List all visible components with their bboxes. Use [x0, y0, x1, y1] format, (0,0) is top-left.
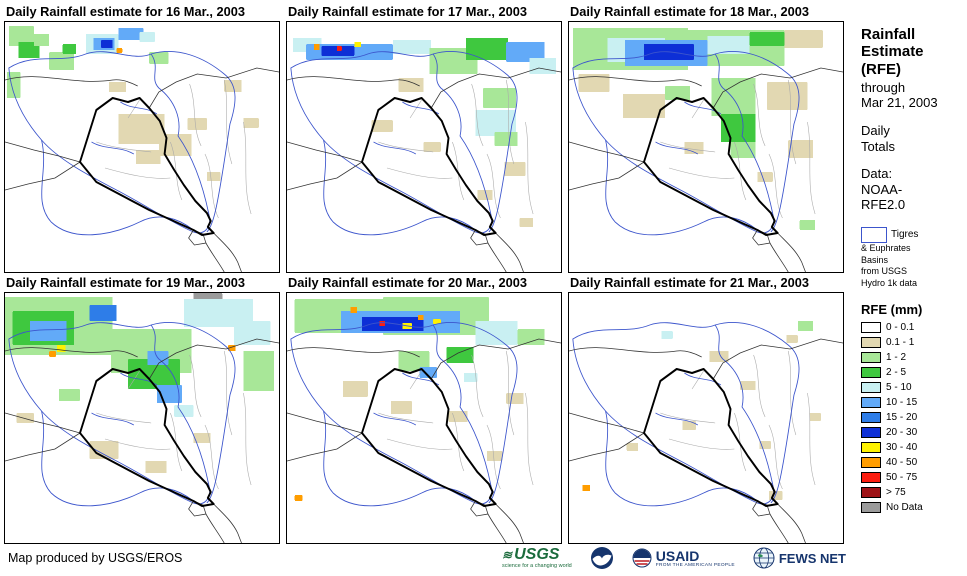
legend-label: 30 - 40	[886, 441, 918, 453]
map-panel-20-mar: Daily Rainfall estimate for 20 Mar., 200…	[286, 273, 566, 544]
map-title: Daily Rainfall estimate for 17 Mar., 200…	[288, 4, 527, 19]
sidebar: Rainfall Estimate (RFE) through Mar 21, …	[852, 0, 967, 576]
usaid-logo: USAID FROM THE AMERICAN PEOPLE	[632, 548, 735, 568]
footer: Map produced by USGS/EROS ≋ USGS science …	[0, 544, 852, 574]
noaa-logo	[590, 546, 614, 570]
map-title: Daily Rainfall estimate for 21 Mar., 200…	[570, 275, 809, 290]
legend-swatch	[861, 426, 881, 438]
map-title: Daily Rainfall estimate for 18 Mar., 200…	[570, 4, 809, 19]
map-title: Daily Rainfall estimate for 16 Mar., 200…	[6, 4, 245, 19]
globe-icon	[753, 547, 775, 569]
legend-item: 30 - 40	[861, 441, 963, 453]
basin-legend-label: Tigres	[891, 229, 919, 241]
usgs-logo: ≋ USGS science for a changing world	[502, 546, 572, 570]
map-title: Daily Rainfall estimate for 19 Mar., 200…	[6, 275, 245, 290]
map-panel-19-mar: Daily Rainfall estimate for 19 Mar., 200…	[4, 273, 284, 544]
legend-label: No Data	[886, 501, 923, 513]
usaid-tagline: FROM THE AMERICAN PEOPLE	[655, 562, 735, 568]
rainfall-map-16-mar	[4, 21, 280, 273]
legend-item: 20 - 30	[861, 426, 963, 438]
legend-item: 0.1 - 1	[861, 336, 963, 348]
rainfall-map-21-mar	[568, 292, 844, 544]
legend-item: 10 - 15	[861, 396, 963, 408]
legend-swatch	[861, 456, 881, 468]
usgs-tagline: science for a changing world	[502, 563, 572, 569]
rfe-legend-title: RFE (mm)	[861, 301, 923, 317]
legend-item: > 75	[861, 486, 963, 498]
legend-swatch	[861, 471, 881, 483]
sidebar-title: Rainfall Estimate (RFE)	[861, 26, 963, 78]
legend-label: 5 - 10	[886, 381, 912, 393]
rainfall-map-19-mar	[4, 292, 280, 544]
rfe-legend: 0 - 0.1 0.1 - 1 1 - 2 2 - 5 5 - 10 10 - 15 15 …	[861, 321, 963, 513]
legend-swatch	[861, 366, 881, 378]
legend-item: 1 - 2	[861, 351, 963, 363]
logos: ≋ USGS science for a changing world	[502, 546, 846, 570]
legend-label: 0.1 - 1	[886, 336, 915, 348]
sidebar-daily-totals: Daily Totals	[861, 122, 895, 154]
legend-swatch	[861, 441, 881, 453]
legend-swatch	[861, 351, 881, 363]
legend-label: 40 - 50	[886, 456, 918, 468]
legend-swatch	[861, 411, 881, 423]
legend-item: 50 - 75	[861, 471, 963, 483]
through-date: Mar 21, 2003	[861, 95, 938, 111]
legend-item: 15 - 20	[861, 411, 963, 423]
map-panel-18-mar: Daily Rainfall estimate for 18 Mar., 200…	[568, 2, 848, 273]
fewsnet-wordmark: FEWS NET	[778, 550, 846, 566]
legend-label: 0 - 0.1	[886, 321, 915, 333]
maps-area: Daily Rainfall estimate for 16 Mar., 200…	[0, 2, 852, 574]
legend-label: 1 - 2	[886, 351, 907, 363]
legend-label: 10 - 15	[886, 396, 918, 408]
sidebar-title-line: Estimate	[861, 43, 924, 61]
map-title: Daily Rainfall estimate for 20 Mar., 200…	[288, 275, 527, 290]
legend-swatch	[861, 396, 881, 408]
legend-swatch	[861, 321, 881, 333]
map-credit: Map produced by USGS/EROS	[8, 551, 183, 565]
legend-label: 20 - 30	[886, 426, 918, 438]
rainfall-map-17-mar	[286, 21, 562, 273]
legend-item: No Data	[861, 501, 963, 513]
legend-item: 5 - 10	[861, 381, 963, 393]
legend-item: 40 - 50	[861, 456, 963, 468]
usgs-wordmark: USGS	[514, 546, 560, 563]
usaid-shield-icon	[632, 548, 652, 568]
map-panel-21-mar: Daily Rainfall estimate for 21 Mar., 200…	[568, 273, 848, 544]
fewsnet-logo: FEWS NET	[753, 547, 846, 569]
legend-item: 0 - 0.1	[861, 321, 963, 333]
rainfall-map-18-mar	[568, 21, 844, 273]
usaid-wordmark: USAID	[655, 547, 700, 564]
rainfall-map-20-mar	[286, 292, 562, 544]
maps-grid: Daily Rainfall estimate for 16 Mar., 200…	[4, 2, 848, 544]
map-panel-17-mar: Daily Rainfall estimate for 17 Mar., 200…	[286, 2, 566, 273]
sidebar-title-line: Rainfall	[861, 26, 916, 43]
legend-swatch	[861, 486, 881, 498]
legend-label: 50 - 75	[886, 471, 918, 483]
legend-swatch	[861, 501, 881, 513]
sidebar-data-source: Data: NOAA- RFE2.0	[861, 166, 906, 213]
legend-label: 2 - 5	[886, 366, 907, 378]
legend-swatch	[861, 336, 881, 348]
map-panel-16-mar: Daily Rainfall estimate for 16 Mar., 200…	[4, 2, 284, 273]
legend-swatch	[861, 381, 881, 393]
sidebar-title-line: (RFE)	[861, 60, 901, 78]
sidebar-through-date: through Mar 21, 2003	[861, 80, 963, 111]
basin-legend: Tigres & Euphrates Basins from USGS Hydr…	[861, 226, 963, 290]
usgs-wave-icon: ≋	[502, 548, 513, 562]
legend-label: > 75	[886, 486, 906, 498]
noaa-seal-icon	[590, 547, 613, 569]
legend-label: 15 - 20	[886, 411, 918, 423]
legend-item: 2 - 5	[861, 366, 963, 378]
basin-outline-swatch	[861, 226, 887, 243]
